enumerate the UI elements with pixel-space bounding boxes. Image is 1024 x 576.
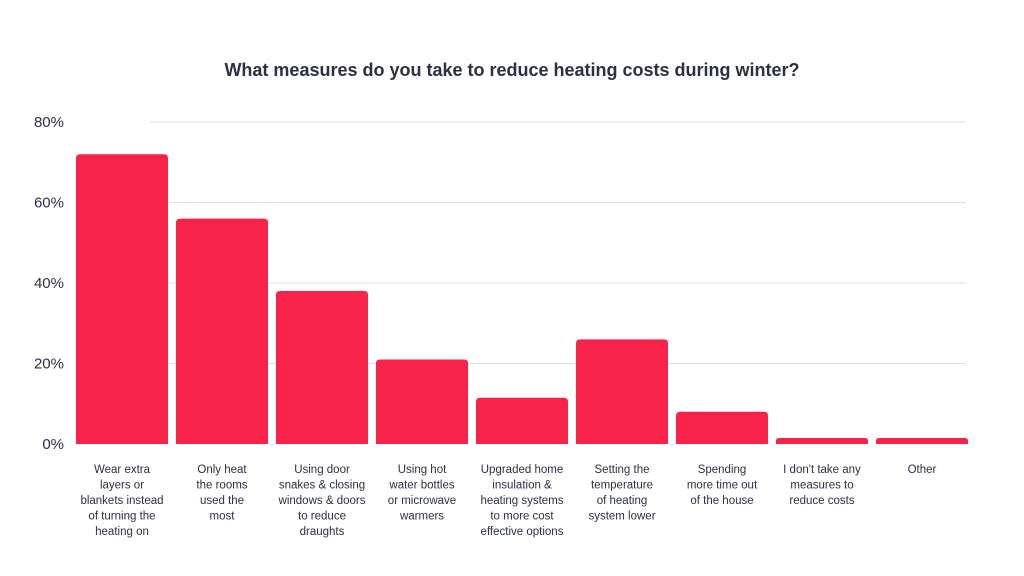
x-category-label: Upgraded home insulation & heating systems… xyxy=(480,464,563,538)
bar xyxy=(176,218,268,444)
bar xyxy=(876,437,968,444)
y-tick-label: 0% xyxy=(42,436,64,453)
x-category-label: Spending more time out of the house xyxy=(687,464,758,507)
x-category-label: I don't take any measures to reduce costs xyxy=(783,464,861,507)
x-category-label: Other xyxy=(908,464,937,476)
bars xyxy=(76,154,968,444)
y-tick-label: 60% xyxy=(34,195,64,212)
x-axis-labels: Wear extra layers or blankets instead of tu… xyxy=(80,464,936,538)
bar xyxy=(76,154,168,444)
y-tick-label: 40% xyxy=(34,275,64,292)
x-category-label: Using hot water bottles or microwave warmer… xyxy=(388,464,456,523)
bar xyxy=(676,411,768,444)
x-category-label: Setting the temperature of heating system l… xyxy=(588,464,655,523)
y-tick-label: 20% xyxy=(34,356,64,373)
bar xyxy=(576,339,668,444)
y-tick-label: 80% xyxy=(34,114,64,131)
x-category-label: Wear extra layers or blankets instead of tu… xyxy=(80,464,163,538)
chart-title: What measures do you take to reduce heat… xyxy=(224,60,799,80)
bar xyxy=(776,437,868,444)
bar xyxy=(476,397,568,444)
bar xyxy=(276,291,368,444)
gridlines xyxy=(150,121,966,364)
bar xyxy=(376,359,468,444)
x-category-label: Using door snakes & closing windows & door… xyxy=(278,464,366,538)
y-axis-ticks: 0% 20% 40% 60% 80% xyxy=(34,114,64,453)
x-category-label: Only heat the rooms used the most xyxy=(196,464,247,523)
